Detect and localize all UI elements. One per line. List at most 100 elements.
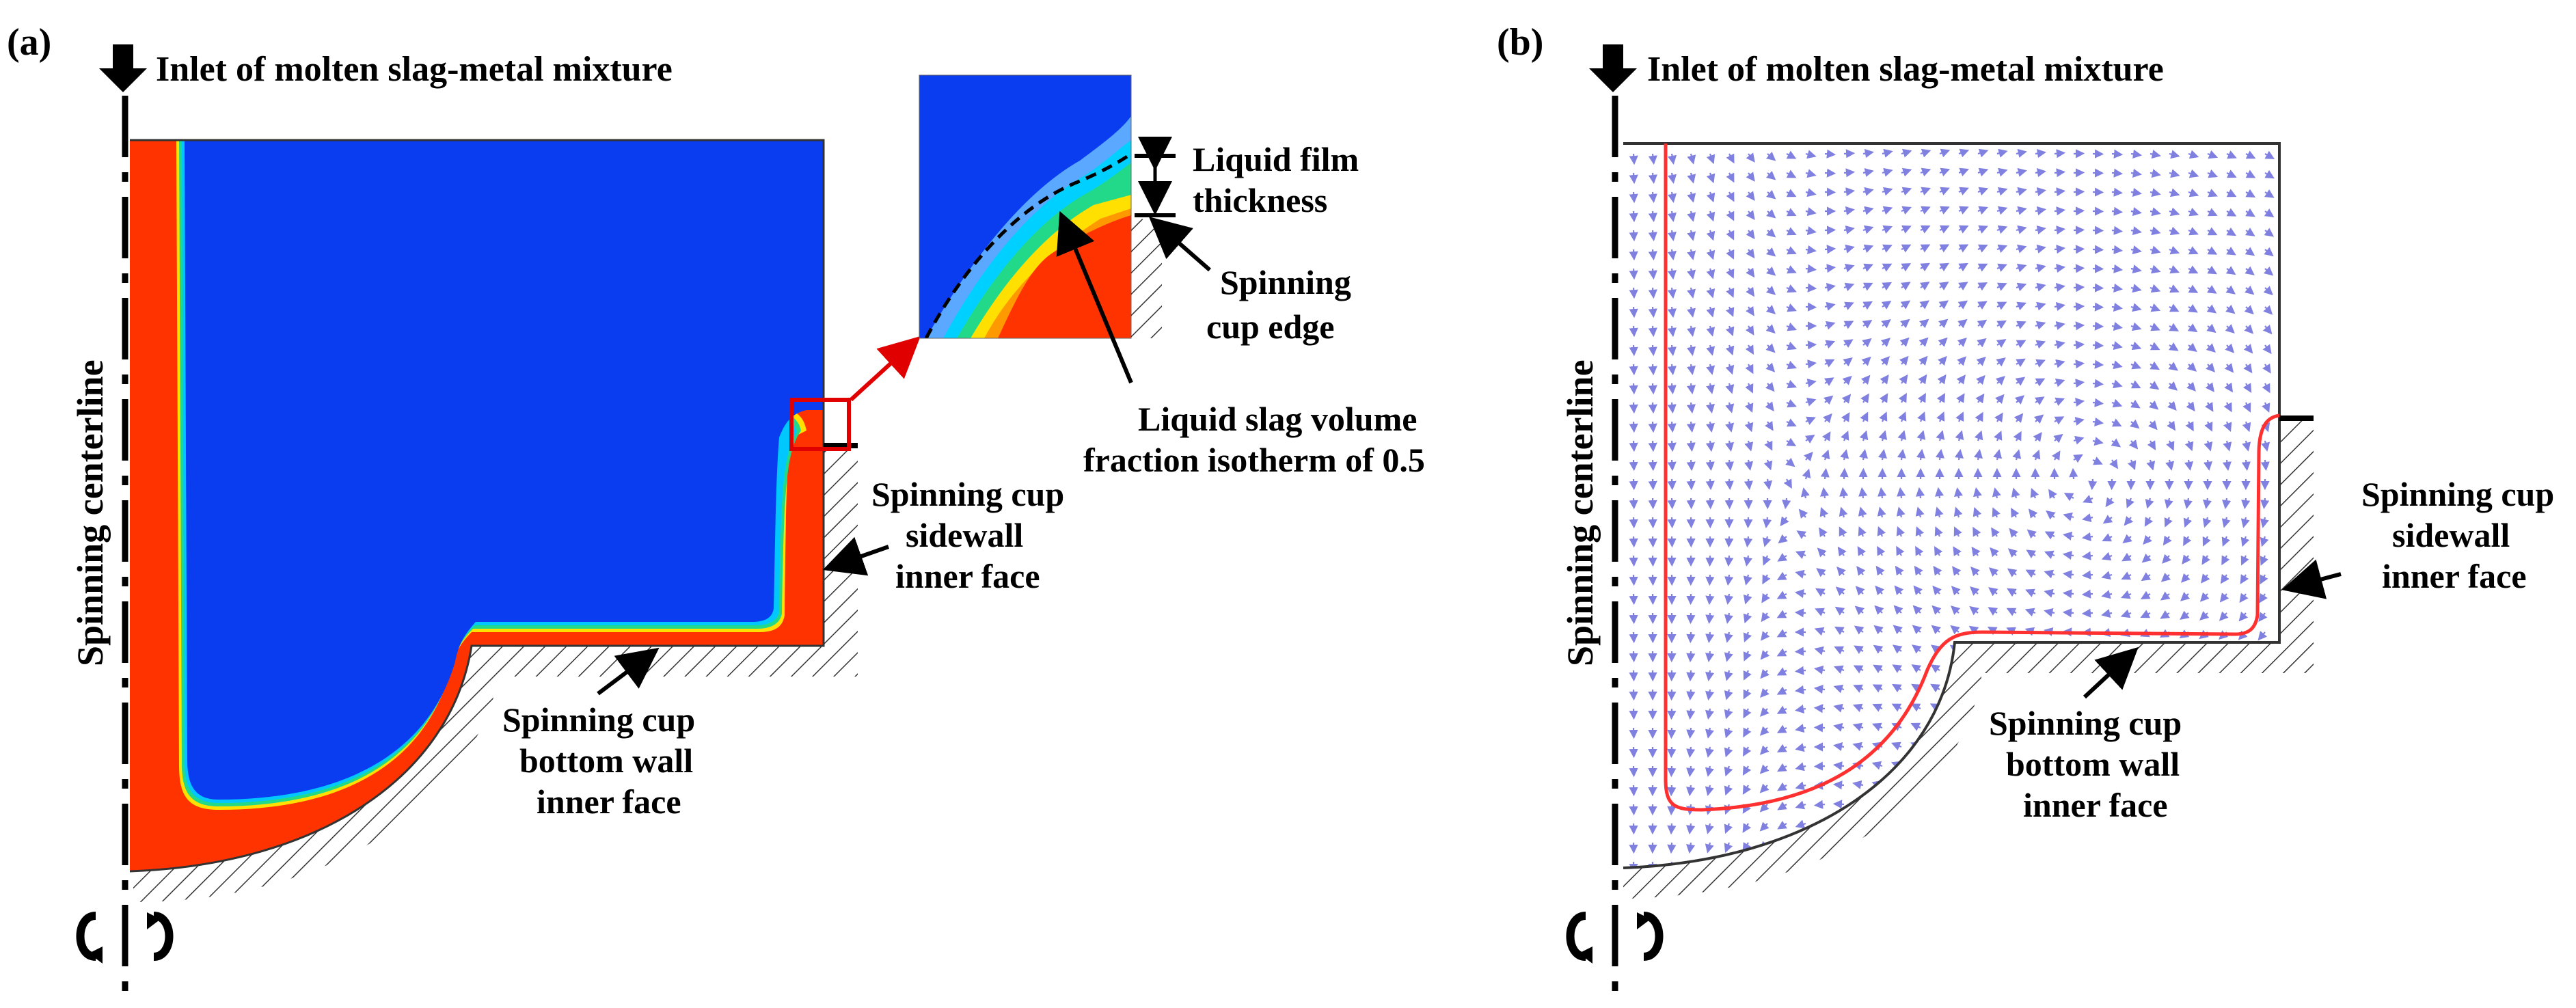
velocity-vector	[2150, 264, 2161, 274]
velocity-vector	[1891, 683, 1902, 693]
velocity-vector	[2081, 608, 2093, 618]
velocity-vector	[1706, 268, 1716, 280]
velocity-vector	[1975, 393, 1985, 404]
velocity-vector	[1892, 644, 1903, 654]
velocity-vector	[1862, 338, 1872, 348]
velocity-vector	[1996, 357, 2006, 367]
velocity-vector	[1936, 411, 1945, 422]
velocity-vector	[2054, 397, 2065, 407]
velocity-vector	[2062, 589, 2074, 599]
velocity-vector	[2034, 396, 2045, 405]
velocity-vector	[1986, 799, 1998, 808]
velocity-vector	[1686, 631, 1696, 644]
velocity-vector	[2207, 208, 2218, 217]
velocity-vector	[2260, 555, 2268, 566]
velocity-vector	[1890, 818, 1902, 828]
velocity-vector	[1852, 741, 1864, 751]
velocity-vector	[1920, 187, 1931, 196]
velocity-vector	[1919, 318, 1929, 329]
velocity-vector	[1891, 703, 1902, 712]
velocity-vector	[2178, 686, 2189, 695]
velocity-vector	[2242, 440, 2251, 452]
velocity-vector	[1705, 651, 1715, 663]
velocity-vector	[1814, 646, 1826, 655]
velocity-vector	[1823, 395, 1834, 405]
velocity-vector	[1686, 823, 1696, 835]
velocity-vector	[2216, 820, 2227, 829]
velocity-vector	[2188, 303, 2198, 313]
velocity-vector	[1833, 741, 1845, 752]
velocity-vector	[2203, 459, 2212, 471]
velocity-vector	[2005, 818, 2017, 828]
velocity-vector	[1745, 364, 1754, 374]
panel-b-bottom-label-3: inner face	[2023, 786, 2168, 824]
velocity-vector	[1967, 761, 1979, 770]
velocity-vector	[1805, 302, 1817, 312]
velocity-vector	[1977, 301, 1988, 310]
velocity-vector	[2073, 321, 2085, 331]
velocity-vector	[2264, 169, 2275, 179]
velocity-vector	[1786, 284, 1797, 293]
velocity-vector	[1958, 187, 1969, 195]
velocity-vector	[1920, 244, 1931, 253]
velocity-vector	[2054, 226, 2066, 235]
velocity-vector	[2007, 548, 2018, 558]
velocity-vector	[2069, 467, 2078, 480]
velocity-vector	[1824, 168, 1836, 178]
velocity-vector	[1805, 397, 1817, 407]
velocity-vector	[2102, 533, 2113, 542]
velocity-vector	[1931, 605, 1942, 615]
velocity-vector	[1648, 230, 1657, 242]
velocity-vector	[2130, 380, 2141, 389]
velocity-vector	[1953, 526, 1962, 537]
velocity-vector	[1777, 782, 1787, 791]
velocity-vector	[1843, 225, 1855, 234]
velocity-vector	[1724, 555, 1734, 567]
velocity-vector	[2197, 744, 2208, 752]
velocity-vector	[1766, 208, 1776, 219]
velocity-vector	[1938, 355, 1947, 366]
velocity-vector	[2160, 572, 2171, 582]
velocity-vector	[1824, 359, 1835, 368]
velocity-vector	[2150, 150, 2161, 159]
velocity-vector	[1901, 225, 1912, 234]
velocity-vector	[2016, 340, 2026, 349]
velocity-vector	[2262, 325, 2273, 335]
velocity-vector	[1936, 392, 1946, 403]
velocity-vector	[2139, 685, 2151, 695]
velocity-vector	[2186, 401, 2195, 412]
velocity-vector	[1967, 856, 1979, 866]
velocity-vector	[1938, 337, 1948, 347]
velocity-vector	[2073, 264, 2085, 273]
velocity-vector	[1814, 858, 1826, 867]
velocity-vector	[2262, 363, 2271, 374]
velocity-vector	[1862, 148, 1874, 159]
velocity-vector	[2013, 431, 2022, 441]
velocity-vector	[2216, 782, 2227, 791]
velocity-vector	[1893, 625, 1903, 635]
velocity-vector	[1667, 804, 1677, 816]
velocity-vector	[1950, 625, 1960, 635]
velocity-vector	[2255, 839, 2266, 848]
velocity-vector	[1786, 418, 1797, 427]
velocity-vector	[2121, 552, 2132, 562]
velocity-vector	[2054, 187, 2066, 197]
velocity-vector	[1843, 321, 1854, 329]
velocity-vector	[1786, 341, 1798, 351]
velocity-vector	[1948, 837, 1960, 847]
velocity-vector	[1776, 667, 1787, 676]
velocity-vector	[1705, 823, 1714, 834]
velocity-vector	[2111, 360, 2123, 370]
velocity-vector	[1629, 689, 1638, 701]
velocity-vector	[1805, 169, 1817, 178]
velocity-vector	[1759, 745, 1770, 755]
velocity-vector	[1760, 668, 1770, 679]
velocity-vector	[2206, 343, 2216, 353]
velocity-vector	[1687, 230, 1696, 241]
velocity-vector	[1896, 506, 1906, 518]
velocity-vector	[2054, 283, 2065, 292]
velocity-vector	[1852, 722, 1864, 732]
velocity-vector	[1929, 837, 1940, 847]
velocity-vector	[2073, 454, 2083, 463]
velocity-vector	[2120, 590, 2132, 599]
